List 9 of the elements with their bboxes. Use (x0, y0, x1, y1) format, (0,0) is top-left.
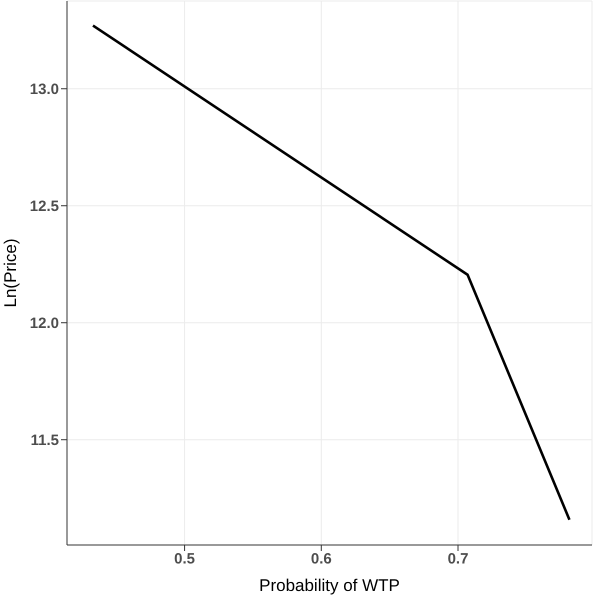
x-axis-title: Probability of WTP (259, 576, 400, 595)
y-tick-label: 12.0 (30, 315, 59, 332)
y-tick-label: 11.5 (30, 432, 59, 450)
x-tick-label: 0.7 (448, 550, 468, 568)
x-tick-label: 0.5 (174, 550, 196, 568)
y-axis-title: Ln(Price) (1, 238, 20, 308)
y-tick-label: 12.5 (30, 198, 59, 216)
x-tick-label: 0.6 (310, 550, 332, 568)
y-tick-label: 13.0 (30, 81, 59, 98)
